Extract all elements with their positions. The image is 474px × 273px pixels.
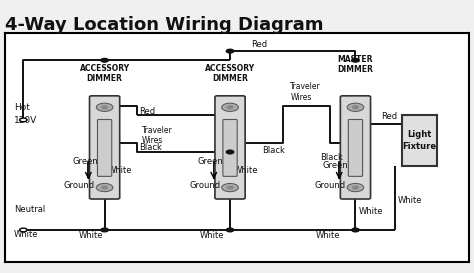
Text: White: White xyxy=(200,231,224,240)
Bar xyxy=(402,115,437,166)
Circle shape xyxy=(353,186,358,189)
Text: Neutral: Neutral xyxy=(14,205,46,214)
Text: White: White xyxy=(316,231,340,240)
FancyBboxPatch shape xyxy=(348,120,363,176)
Text: Black: Black xyxy=(263,146,285,155)
Text: Light
Fixture: Light Fixture xyxy=(402,130,437,151)
Circle shape xyxy=(227,106,233,109)
Circle shape xyxy=(102,186,108,189)
Text: Hot: Hot xyxy=(14,103,30,112)
Text: Red: Red xyxy=(381,112,397,121)
Text: Green: Green xyxy=(198,157,223,166)
Text: White: White xyxy=(233,166,258,175)
Circle shape xyxy=(102,106,108,109)
Circle shape xyxy=(226,228,234,232)
Text: White: White xyxy=(108,166,132,175)
Text: Ground: Ground xyxy=(315,181,346,190)
Circle shape xyxy=(101,228,109,232)
Circle shape xyxy=(101,58,109,62)
Text: ACCESSORY
DIMMER: ACCESSORY DIMMER xyxy=(80,64,130,83)
Circle shape xyxy=(96,103,113,111)
Text: Red: Red xyxy=(139,107,155,116)
FancyBboxPatch shape xyxy=(215,96,245,199)
FancyBboxPatch shape xyxy=(98,120,112,176)
Text: White: White xyxy=(14,230,38,239)
FancyBboxPatch shape xyxy=(340,96,371,199)
Circle shape xyxy=(226,150,234,154)
Text: Red: Red xyxy=(251,40,267,49)
Circle shape xyxy=(96,183,113,192)
Circle shape xyxy=(222,183,238,192)
Text: Black: Black xyxy=(320,153,344,162)
Text: Traveler
Wires: Traveler Wires xyxy=(291,82,321,102)
Circle shape xyxy=(347,183,364,192)
Text: Green: Green xyxy=(72,157,98,166)
Text: White: White xyxy=(359,207,383,216)
Text: 120V: 120V xyxy=(14,117,37,126)
FancyBboxPatch shape xyxy=(223,120,237,176)
Text: Ground: Ground xyxy=(189,181,220,190)
Circle shape xyxy=(222,103,238,111)
Circle shape xyxy=(352,58,359,62)
Text: ACCESSORY
DIMMER: ACCESSORY DIMMER xyxy=(205,64,255,83)
Text: White: White xyxy=(79,231,103,240)
Text: Green: Green xyxy=(323,161,349,170)
Circle shape xyxy=(352,228,359,232)
Circle shape xyxy=(353,106,358,109)
Text: Ground: Ground xyxy=(64,181,95,190)
Circle shape xyxy=(226,49,234,53)
FancyBboxPatch shape xyxy=(90,96,120,199)
Circle shape xyxy=(347,103,364,111)
Circle shape xyxy=(227,186,233,189)
Circle shape xyxy=(19,118,27,122)
Text: White: White xyxy=(397,196,422,205)
Text: MASTER
DIMMER: MASTER DIMMER xyxy=(337,55,374,74)
Text: Black: Black xyxy=(139,143,162,152)
Text: Traveler
Wires: Traveler Wires xyxy=(142,126,173,145)
Text: 4-Way Location Wiring Diagram: 4-Way Location Wiring Diagram xyxy=(5,16,323,34)
Circle shape xyxy=(19,228,27,232)
